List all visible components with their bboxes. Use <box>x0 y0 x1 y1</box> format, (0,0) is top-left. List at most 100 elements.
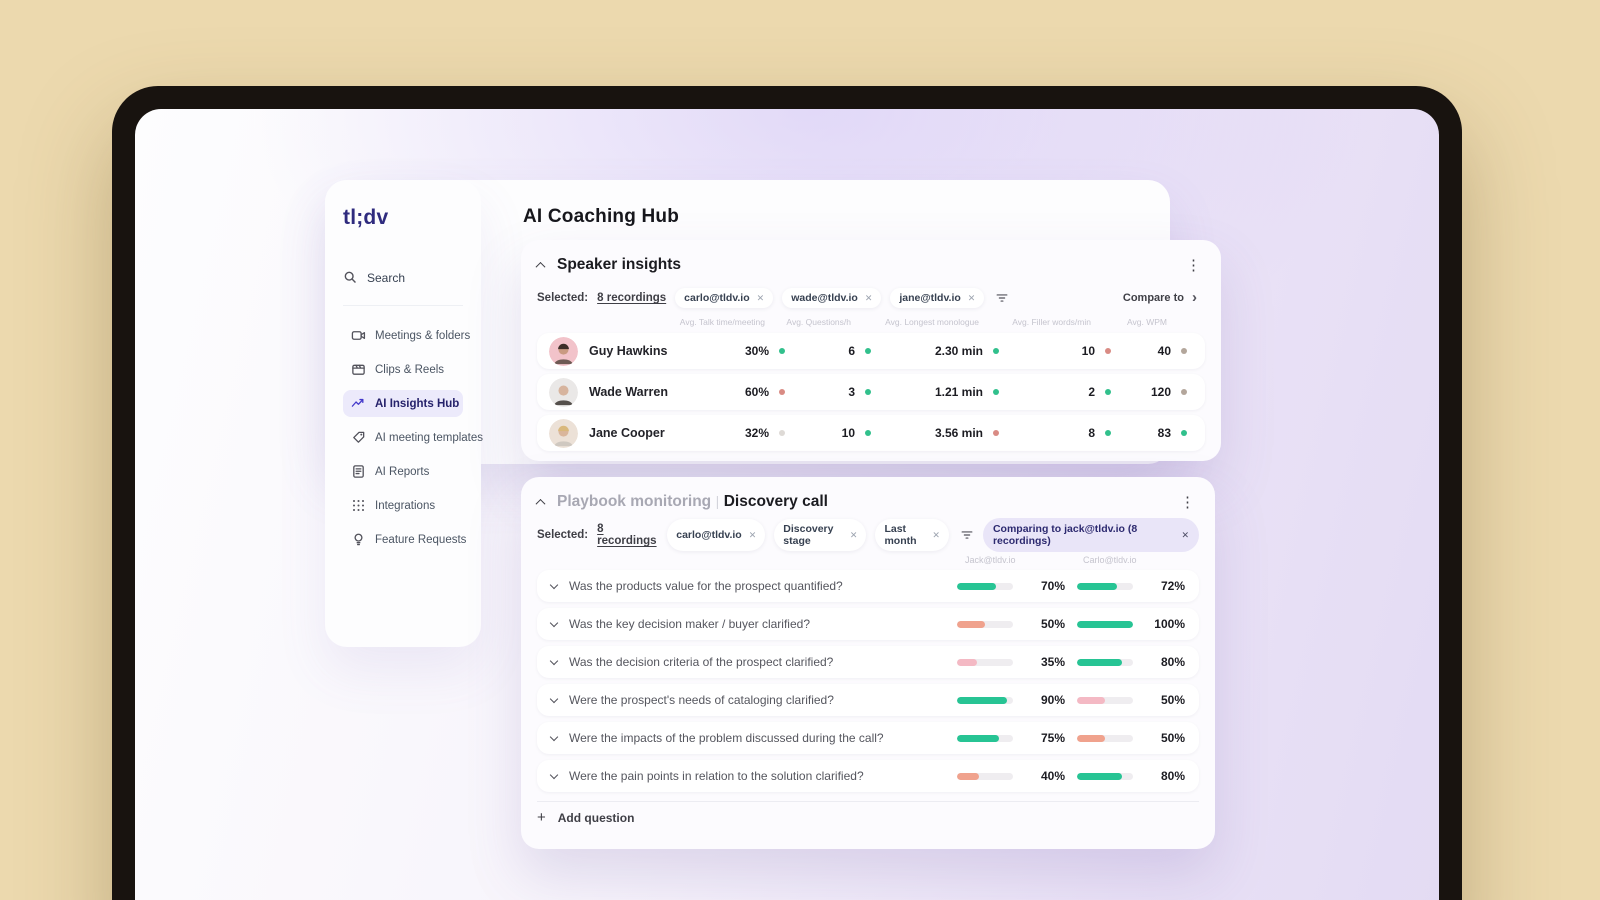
metric-cell: 120 <box>1117 385 1193 399</box>
filter-chip-wade-tldv-io[interactable]: wade@tldv.io ✕ <box>782 288 882 308</box>
speaker-column-headers: Avg. Talk time/meeting Avg. Questions/h Av… <box>537 317 1205 330</box>
progress-bar-fill <box>957 772 980 780</box>
sidebar-item-meetings-folders[interactable]: Meetings & folders <box>343 322 470 349</box>
progress-bar-track <box>957 734 1013 742</box>
kebab-menu-icon[interactable]: ⋮ <box>1180 493 1195 511</box>
progress-bar-fill <box>957 734 999 742</box>
sidebar-item-label: AI meeting templates <box>375 431 484 444</box>
filter-chip-label: Discovery stage <box>783 523 834 547</box>
metric-cell: 6 <box>791 344 877 358</box>
close-icon[interactable]: ✕ <box>967 292 976 303</box>
status-dot-salmon <box>779 389 785 395</box>
score-percentage: 80% <box>1160 655 1185 669</box>
playbook-question-row[interactable]: Were the pain points in relation to the … <box>537 760 1199 792</box>
question-text: Were the prospect's needs of cataloging … <box>569 693 834 707</box>
score-bar-group: 90% <box>957 693 1065 707</box>
sidebar-item-ai-insights-hub[interactable]: AI Insights Hub <box>343 390 463 417</box>
filter-icon[interactable] <box>960 528 974 542</box>
close-icon[interactable]: ✕ <box>864 292 873 303</box>
metric-cell: 1.21 min <box>877 385 1005 399</box>
playbook-question-row[interactable]: Were the impacts of the problem discusse… <box>537 722 1199 754</box>
selected-recordings-link[interactable]: 8 recordings <box>597 523 657 547</box>
chevron-down-icon[interactable] <box>549 618 559 627</box>
score-percentage: 90% <box>1040 693 1065 707</box>
filter-chip-label: Last month <box>884 523 917 547</box>
compare-to-button[interactable]: Compare to › <box>1122 289 1197 306</box>
playbook-title: Discovery call <box>723 493 828 510</box>
sidebar-item-ai-reports[interactable]: AI Reports <box>343 458 463 485</box>
sidebar: tl;dv Search Meetings & folders Clips & … <box>325 180 483 647</box>
filter-chip-label: wade@tldv.io <box>791 292 858 304</box>
metric-cell: 2 <box>1005 385 1117 399</box>
close-icon[interactable]: ✕ <box>748 529 757 540</box>
sidebar-item-clips-reels[interactable]: Clips & Reels <box>343 356 463 383</box>
collapse-chevron-icon[interactable] <box>535 498 546 509</box>
chevron-down-icon[interactable] <box>549 732 559 741</box>
score-bar-group: 72% <box>1077 579 1185 593</box>
selected-recordings-link[interactable]: 8 recordings <box>597 292 667 304</box>
close-icon[interactable]: ✕ <box>756 292 765 303</box>
filter-chip-carlo-tldv-io[interactable]: carlo@tldv.io ✕ <box>667 519 766 551</box>
metric-cell: 30% <box>679 344 791 358</box>
score-percentage: 40% <box>1040 769 1065 783</box>
playbook-question-row[interactable]: Was the decision criteria of the prospec… <box>537 646 1199 678</box>
metric-cell: 32% <box>679 426 791 440</box>
status-dot-green <box>1181 430 1187 436</box>
playbook-question-row[interactable]: Were the prospect's needs of cataloging … <box>537 684 1199 716</box>
question-text: Were the impacts of the problem discusse… <box>569 731 884 745</box>
filter-chip-label: carlo@tldv.io <box>676 529 742 541</box>
add-question-button[interactable]: + Add question <box>537 801 1199 825</box>
playbook-question-row[interactable]: Was the key decision maker / buyer clari… <box>537 608 1199 640</box>
speaker-chips: carlo@tldv.io ✕ wade@tldv.io ✕ jane@tldv… <box>675 288 985 308</box>
filter-chip-last-month[interactable]: Last month ✕ <box>875 519 949 551</box>
metric-value: 3.56 min <box>934 426 983 440</box>
progress-bar-track <box>957 620 1013 628</box>
filter-chip-discovery-stage[interactable]: Discovery stage ✕ <box>774 519 867 551</box>
sidebar-item-ai-meeting-templates[interactable]: AI meeting templates <box>343 424 483 451</box>
table-row: Wade Warren 60% 3 1.21 min 2 120 <box>537 374 1205 410</box>
progress-bar-fill <box>1077 658 1122 666</box>
score-percentage: 100% <box>1154 617 1185 631</box>
close-icon[interactable]: ✕ <box>1181 529 1189 540</box>
status-dot-lightgray <box>779 430 785 436</box>
playbook-question-row[interactable]: Was the products value for the prospect … <box>537 570 1199 602</box>
laptop-frame: tl;dv Search Meetings & folders Clips & … <box>112 86 1462 900</box>
comparing-chip[interactable]: Comparing to jack@tldv.io (8 recordings)… <box>982 518 1199 552</box>
chevron-down-icon[interactable] <box>549 656 559 665</box>
collapse-chevron-icon[interactable] <box>535 261 546 272</box>
sidebar-divider <box>343 305 463 306</box>
score-percentage: 35% <box>1040 655 1065 669</box>
search-input[interactable]: Search <box>343 270 463 285</box>
close-icon[interactable]: ✕ <box>932 529 940 540</box>
filter-chip-jane-tldv-io[interactable]: jane@tldv.io ✕ <box>890 288 985 308</box>
sidebar-item-feature-requests[interactable]: Feature Requests <box>343 526 466 553</box>
selected-label: Selected: <box>537 292 589 304</box>
score-bar-group: 40% <box>957 769 1065 783</box>
column-header: Avg. Talk time/meeting <box>679 317 765 327</box>
status-dot-green <box>865 430 871 436</box>
sidebar-item-integrations[interactable]: Integrations <box>343 492 463 519</box>
score-bar-group: 75% <box>957 731 1065 745</box>
playbook-chips: carlo@tldv.io ✕ Discovery stage ✕ Last m… <box>667 519 949 551</box>
speaker-name: Guy Hawkins <box>589 344 668 358</box>
filter-chip-carlo-tldv-io[interactable]: carlo@tldv.io ✕ <box>675 288 774 308</box>
status-dot-salmon <box>1105 348 1111 354</box>
metric-value: 2.30 min <box>934 344 983 358</box>
speaker-filter-row: Selected: 8 recordings carlo@tldv.io ✕ w… <box>537 286 1205 310</box>
progress-bar-fill <box>1077 696 1105 704</box>
status-dot-green <box>993 389 999 395</box>
score-percentage: 75% <box>1040 731 1065 745</box>
filter-icon[interactable] <box>995 291 1009 305</box>
close-icon[interactable]: ✕ <box>849 529 858 540</box>
metric-value: 2 <box>1088 385 1095 399</box>
sidebar-item-label: AI Insights Hub <box>375 397 460 410</box>
add-question-label: Add question <box>557 810 635 825</box>
chevron-down-icon[interactable] <box>549 580 559 589</box>
chevron-down-icon[interactable] <box>549 770 559 779</box>
status-dot-salmon <box>993 430 999 436</box>
progress-bar-track <box>1077 696 1133 704</box>
kebab-menu-icon[interactable]: ⋮ <box>1186 256 1201 274</box>
metric-cell: 40 <box>1117 344 1193 358</box>
avatar <box>549 336 578 366</box>
chevron-down-icon[interactable] <box>549 694 559 703</box>
